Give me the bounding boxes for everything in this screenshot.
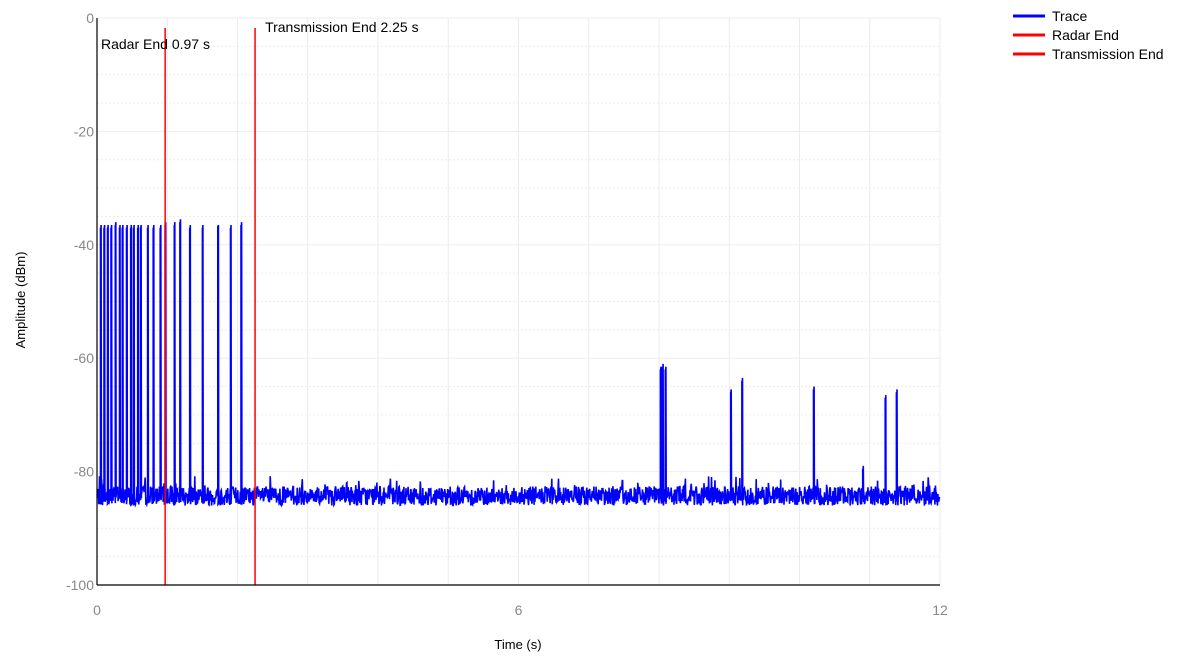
marker-annotation: Radar End 0.97 s xyxy=(101,36,210,52)
marker-annotation: Transmission End 2.25 s xyxy=(265,19,419,35)
annotations: Radar End 0.97 s Transmission End 2.25 s xyxy=(101,19,419,52)
y-axis-title: Amplitude (dBm) xyxy=(13,252,28,349)
trace-series xyxy=(96,219,941,508)
axes xyxy=(96,18,940,586)
legend: Trace Radar End Transmission End xyxy=(1013,8,1164,62)
legend-label: Radar End xyxy=(1052,27,1119,43)
tick-labels: 0 -20 -40 -60 -80 -100 0 6 12 xyxy=(66,10,948,618)
y-tick-label: -40 xyxy=(74,237,94,253)
legend-label: Transmission End xyxy=(1052,46,1164,62)
x-tick-label: 6 xyxy=(515,602,523,618)
marker-lines xyxy=(164,28,256,585)
x-axis-title: Time (s) xyxy=(494,637,541,652)
y-tick-label: -80 xyxy=(74,464,94,480)
y-tick-label: -60 xyxy=(74,350,94,366)
x-tick-label: 12 xyxy=(932,602,948,618)
y-tick-label: -100 xyxy=(66,577,94,593)
y-tick-label: 0 xyxy=(86,10,94,26)
x-tick-label: 0 xyxy=(93,602,101,618)
legend-label: Trace xyxy=(1052,8,1087,24)
trace-line xyxy=(96,219,941,508)
y-tick-label: -20 xyxy=(74,123,94,139)
